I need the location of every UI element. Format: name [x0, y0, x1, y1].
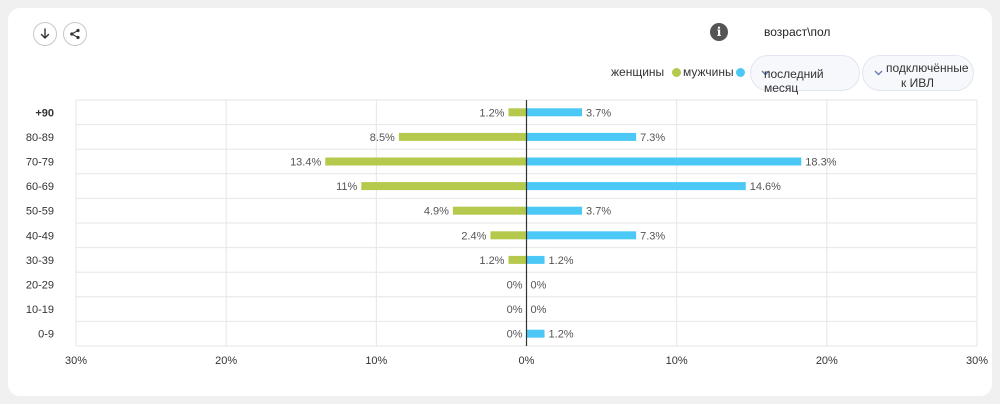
data-label-men: 18.3%: [805, 157, 836, 169]
download-button[interactable]: [33, 22, 57, 46]
y-tick-label: 20-29: [26, 280, 54, 292]
bar-men: [526, 108, 583, 117]
data-label-men: 3.7%: [586, 107, 611, 119]
period-value: последний месяц: [764, 67, 824, 95]
y-tick-label: 10-19: [26, 304, 54, 316]
bar-men: [526, 132, 637, 141]
y-tick-label: +90: [35, 107, 54, 119]
data-label-men: 0%: [531, 280, 547, 292]
period-dropdown[interactable]: последний месяц: [750, 55, 860, 95]
bar-women: [508, 108, 527, 117]
x-tick-label: 0%: [519, 355, 535, 367]
data-label-women: 0%: [507, 329, 523, 341]
x-tick-label: 20%: [816, 355, 838, 367]
y-tick-label: 70-79: [26, 157, 54, 169]
data-label-women: 4.9%: [424, 206, 449, 218]
x-tick-label: 30%: [966, 355, 988, 367]
share-button[interactable]: [63, 22, 87, 46]
share-icon: [70, 28, 80, 40]
ventilation-line2: к ИВЛ: [901, 76, 934, 90]
y-tick-label: 30-39: [26, 255, 54, 267]
data-label-women: 11%: [336, 181, 357, 193]
y-tick-label: 60-69: [26, 181, 54, 193]
bar-men: [526, 182, 746, 191]
y-tick-label: 50-59: [26, 206, 54, 218]
legend-men-label: мужчины: [683, 65, 734, 79]
legend-women-label: женщины: [611, 65, 665, 79]
bar-women: [325, 157, 527, 166]
legend-men-dot: [736, 68, 745, 77]
bar-men: [526, 329, 545, 338]
legend-women-dot: [672, 68, 681, 77]
data-label-women: 0%: [507, 304, 523, 316]
ventilation-dropdown[interactable]: подключённые к ИВЛ: [862, 55, 974, 91]
bar-women: [508, 255, 527, 264]
x-tick-label: 20%: [215, 355, 237, 367]
data-label-men: 1.2%: [549, 255, 574, 267]
data-label-men: 0%: [531, 304, 547, 316]
ventilation-line1: подключённые: [886, 61, 969, 75]
data-label-women: 13.4%: [290, 157, 321, 169]
x-tick-label: 10%: [666, 355, 688, 367]
data-label-women: 2.4%: [461, 230, 486, 242]
bar-women: [490, 231, 527, 240]
download-icon: [40, 28, 50, 39]
chevron-down-icon: [874, 70, 883, 76]
data-label-men: 7.3%: [640, 230, 665, 242]
ventilation-value: подключённые к ИВЛ: [886, 61, 969, 91]
data-label-women: 1.2%: [479, 107, 504, 119]
bar-women: [452, 206, 527, 215]
bar-men: [526, 231, 637, 240]
y-tick-label: 40-49: [26, 230, 54, 242]
bar-men: [526, 206, 583, 215]
info-icon[interactable]: i: [710, 23, 728, 41]
data-label-men: 7.3%: [640, 132, 665, 144]
data-label-men: 14.6%: [750, 181, 781, 193]
chevron-down-icon: [761, 70, 770, 76]
x-tick-label: 30%: [65, 355, 87, 367]
bar-women: [398, 132, 527, 141]
data-label-men: 3.7%: [586, 206, 611, 218]
data-label-women: 0%: [507, 280, 523, 292]
data-label-women: 1.2%: [479, 255, 504, 267]
chart-title: возраст\пол: [764, 25, 831, 39]
data-label-men: 1.2%: [549, 329, 574, 341]
y-tick-label: 80-89: [26, 132, 54, 144]
x-tick-label: 10%: [365, 355, 387, 367]
bar-women: [361, 182, 527, 191]
bar-men: [526, 157, 802, 166]
data-label-women: 8.5%: [370, 132, 395, 144]
y-tick-label: 0-9: [38, 329, 54, 341]
bar-men: [526, 255, 545, 264]
